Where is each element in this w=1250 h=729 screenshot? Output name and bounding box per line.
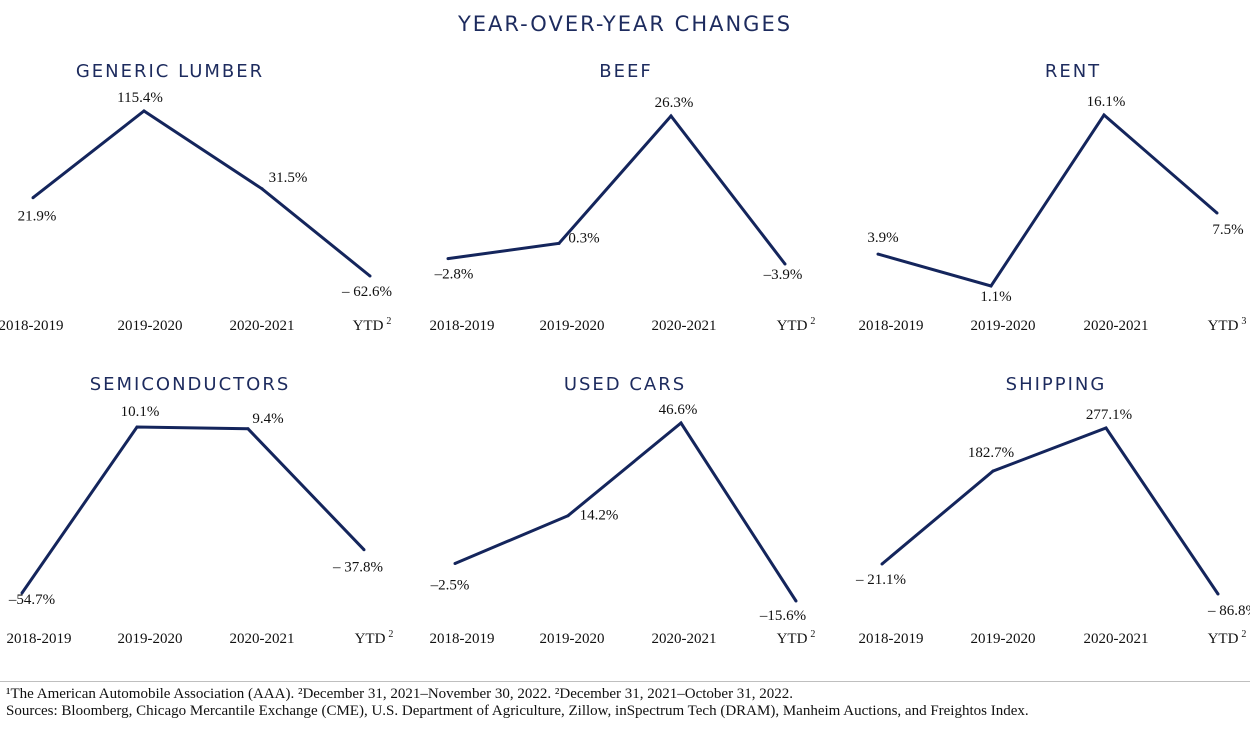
data-label-shipping-2: 182.7% bbox=[968, 445, 1014, 461]
data-point-used-cars-3 bbox=[679, 421, 683, 425]
data-point-beef-1 bbox=[446, 257, 450, 261]
chart-title-generic-lumber: GENERIC LUMBER bbox=[76, 61, 264, 82]
data-point-used-cars-1 bbox=[453, 562, 457, 565]
chart-title-semiconductors: SEMICONDUCTORS bbox=[90, 374, 291, 395]
x-tick-beef-3: 2020-2021 bbox=[652, 318, 717, 334]
data-point-shipping-4 bbox=[1216, 592, 1220, 596]
data-point-beef-2 bbox=[557, 241, 561, 245]
data-label-semiconductors-3: 9.4% bbox=[252, 411, 283, 427]
data-label-semiconductors-1: –54.7% bbox=[8, 592, 55, 608]
x-tick-used-cars-2: 2019-2020 bbox=[540, 631, 605, 647]
x-tick-rent-2: 2019-2020 bbox=[971, 318, 1036, 334]
data-point-rent-4 bbox=[1215, 211, 1219, 215]
x-tick-semiconductors-2: 2019-2020 bbox=[118, 631, 183, 647]
chart-title-used-cars: USED CARS bbox=[564, 374, 686, 395]
chart-title-rent: RENT bbox=[1045, 61, 1101, 82]
data-point-generic-lumber-2 bbox=[142, 109, 146, 113]
series-line-semiconductors bbox=[20, 425, 366, 594]
footnotes: ¹The American Automobile Association (AA… bbox=[6, 686, 1246, 720]
series-line-generic-lumber bbox=[32, 109, 371, 278]
data-label-beef-4: –3.9% bbox=[763, 267, 803, 283]
x-tick-beef-1: 2018-2019 bbox=[430, 318, 495, 334]
x-tick-generic-lumber-1: 2018-2019 bbox=[0, 318, 64, 334]
data-label-used-cars-1: –2.5% bbox=[430, 578, 470, 594]
data-point-semiconductors-3 bbox=[246, 427, 250, 431]
x-tick-semiconductors-1: 2018-2019 bbox=[7, 631, 72, 647]
data-label-shipping-4: – 86.8% bbox=[1207, 603, 1250, 619]
data-label-semiconductors-2: 10.1% bbox=[121, 404, 160, 420]
data-label-semiconductors-4: – 37.8% bbox=[332, 560, 383, 576]
data-label-generic-lumber-2: 115.4% bbox=[117, 90, 163, 106]
chart-title-shipping: SHIPPING bbox=[1006, 374, 1107, 395]
data-label-rent-4: 7.5% bbox=[1212, 222, 1243, 238]
data-point-beef-4 bbox=[783, 262, 787, 266]
footnote-line-2: Sources: Bloomberg, Chicago Mercantile E… bbox=[6, 703, 1029, 719]
data-point-semiconductors-4 bbox=[362, 548, 366, 552]
series-line-used-cars bbox=[454, 420, 798, 602]
data-label-beef-1: –2.8% bbox=[434, 267, 474, 283]
data-label-rent-1: 3.9% bbox=[867, 230, 898, 246]
data-point-used-cars-2 bbox=[566, 514, 570, 518]
x-tick-shipping-1: 2018-2019 bbox=[859, 631, 924, 647]
data-label-shipping-3: 277.1% bbox=[1086, 407, 1132, 423]
x-tick-beef-2: 2019-2020 bbox=[540, 318, 605, 334]
x-tick-generic-lumber-3: 2020-2021 bbox=[230, 318, 295, 334]
data-label-beef-2: 0.3% bbox=[568, 230, 599, 246]
series-line-rent bbox=[877, 112, 1218, 288]
series-line-shipping bbox=[881, 426, 1220, 595]
x-tick-generic-lumber-4: YTD 2 bbox=[353, 316, 392, 334]
x-tick-rent-3: 2020-2021 bbox=[1084, 318, 1149, 334]
x-tick-shipping-4: YTD 2 bbox=[1208, 629, 1247, 647]
x-tick-beef-4: YTD 2 bbox=[777, 316, 816, 334]
data-point-shipping-3 bbox=[1104, 426, 1108, 430]
x-tick-rent-4: YTD 3 bbox=[1208, 316, 1247, 334]
data-point-beef-3 bbox=[669, 114, 673, 118]
x-tick-rent-1: 2018-2019 bbox=[859, 318, 924, 334]
main-title: YEAR-OVER-YEAR CHANGES bbox=[457, 12, 793, 36]
data-label-beef-3: 26.3% bbox=[655, 95, 694, 111]
chart-title-beef: BEEF bbox=[599, 61, 652, 82]
data-point-rent-3 bbox=[1102, 113, 1106, 117]
data-label-used-cars-2: 14.2% bbox=[580, 508, 619, 524]
data-point-generic-lumber-1 bbox=[31, 196, 35, 200]
x-tick-used-cars-3: 2020-2021 bbox=[652, 631, 717, 647]
data-point-rent-1 bbox=[876, 252, 880, 256]
x-tick-used-cars-1: 2018-2019 bbox=[430, 631, 495, 647]
data-label-rent-2: 1.1% bbox=[980, 289, 1011, 305]
x-tick-used-cars-4: YTD 2 bbox=[777, 629, 816, 647]
x-tick-semiconductors-4: YTD 2 bbox=[355, 629, 394, 647]
data-point-generic-lumber-4 bbox=[368, 274, 372, 278]
x-tick-semiconductors-3: 2020-2021 bbox=[230, 631, 295, 647]
data-point-shipping-2 bbox=[991, 469, 995, 473]
footnote-divider bbox=[0, 681, 1250, 682]
x-tick-shipping-3: 2020-2021 bbox=[1084, 631, 1149, 647]
data-point-semiconductors-2 bbox=[135, 425, 139, 429]
data-point-rent-2 bbox=[989, 284, 993, 288]
series-line-beef bbox=[447, 113, 787, 265]
data-label-generic-lumber-3: 31.5% bbox=[269, 170, 308, 186]
footnote-line-1: ¹The American Automobile Association (AA… bbox=[6, 686, 794, 702]
data-label-used-cars-3: 46.6% bbox=[659, 402, 698, 418]
data-point-generic-lumber-3 bbox=[260, 187, 264, 191]
data-point-used-cars-4 bbox=[794, 599, 798, 603]
data-point-shipping-1 bbox=[880, 562, 884, 566]
x-tick-shipping-2: 2019-2020 bbox=[971, 631, 1036, 647]
data-label-generic-lumber-1: 21.9% bbox=[18, 209, 57, 225]
data-label-rent-3: 16.1% bbox=[1087, 94, 1126, 110]
x-tick-generic-lumber-2: 2019-2020 bbox=[118, 318, 183, 334]
data-label-generic-lumber-4: – 62.6% bbox=[341, 284, 392, 300]
data-label-used-cars-4: –15.6% bbox=[759, 608, 806, 624]
data-label-shipping-1: – 21.1% bbox=[855, 572, 906, 588]
data-point-semiconductors-1 bbox=[20, 591, 24, 595]
